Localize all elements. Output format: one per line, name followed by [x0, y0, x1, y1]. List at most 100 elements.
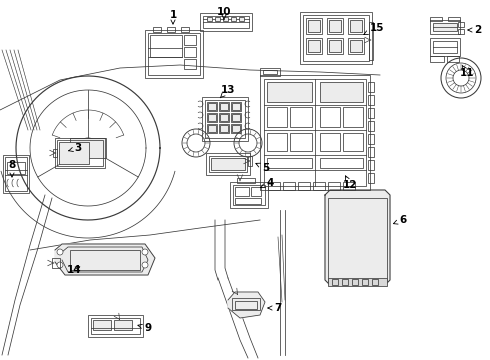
Bar	[208, 103, 216, 110]
Bar	[320, 107, 340, 127]
Bar	[93, 320, 111, 330]
Bar	[327, 38, 343, 54]
Bar	[352, 279, 358, 285]
Bar	[219, 124, 229, 133]
Bar	[283, 182, 295, 190]
Bar	[231, 124, 241, 133]
Bar	[184, 47, 196, 57]
Bar	[209, 156, 247, 172]
Bar	[88, 315, 143, 337]
Bar	[220, 114, 228, 121]
Bar	[57, 140, 103, 166]
Text: 7: 7	[268, 303, 282, 313]
Bar	[343, 182, 355, 190]
Bar	[328, 182, 340, 190]
Bar	[148, 33, 200, 75]
Bar	[53, 149, 57, 157]
Bar	[220, 125, 228, 132]
Bar	[348, 18, 364, 34]
Bar	[430, 38, 460, 56]
Bar	[231, 17, 236, 21]
Text: 8: 8	[8, 160, 16, 177]
Bar	[368, 82, 374, 92]
Bar	[320, 158, 363, 168]
Bar	[55, 138, 105, 168]
Bar	[327, 18, 343, 34]
Bar	[203, 16, 249, 28]
Bar	[208, 125, 216, 132]
Text: 15: 15	[364, 23, 384, 35]
Bar	[235, 187, 249, 196]
Bar	[329, 20, 341, 32]
Bar	[268, 182, 280, 190]
Text: 10: 10	[217, 7, 231, 20]
Bar	[220, 103, 228, 110]
Text: 13: 13	[220, 85, 235, 98]
Text: 12: 12	[343, 176, 357, 190]
Bar	[232, 298, 260, 310]
Bar	[215, 17, 220, 21]
Bar	[290, 107, 312, 127]
Bar	[430, 56, 444, 62]
Bar	[59, 142, 89, 164]
Bar	[368, 95, 374, 105]
Bar	[70, 250, 140, 270]
Bar	[350, 20, 362, 32]
Bar	[235, 301, 257, 309]
Bar	[458, 22, 464, 27]
Bar	[320, 82, 363, 102]
Bar	[167, 27, 175, 32]
Circle shape	[57, 249, 63, 255]
Bar	[219, 102, 229, 111]
Text: 3: 3	[69, 143, 82, 153]
Bar	[184, 35, 196, 45]
Bar	[235, 198, 261, 204]
Bar	[233, 185, 265, 205]
Bar	[448, 17, 460, 21]
Bar	[208, 114, 216, 121]
Bar	[232, 103, 240, 110]
Bar	[260, 68, 280, 76]
Polygon shape	[325, 190, 390, 285]
Bar	[200, 13, 252, 31]
Bar	[211, 158, 245, 170]
Bar	[368, 160, 374, 170]
Bar	[267, 158, 312, 168]
Bar	[372, 279, 378, 285]
Polygon shape	[228, 292, 265, 318]
Text: 5: 5	[256, 163, 270, 173]
Bar	[202, 97, 248, 141]
Bar	[207, 102, 217, 111]
Bar	[447, 56, 459, 62]
Bar	[433, 41, 457, 53]
Bar	[232, 125, 240, 132]
Circle shape	[142, 249, 148, 255]
Bar	[3, 155, 29, 193]
Bar	[7, 162, 25, 174]
Bar	[362, 279, 368, 285]
Bar	[343, 107, 363, 127]
Bar	[320, 133, 340, 151]
Bar	[308, 40, 320, 52]
Bar	[290, 133, 312, 151]
Bar	[231, 113, 241, 122]
Bar	[184, 59, 196, 69]
Bar	[368, 147, 374, 157]
Bar	[332, 279, 338, 285]
Bar	[145, 30, 203, 78]
Bar	[230, 182, 268, 208]
Bar	[300, 12, 372, 64]
Bar	[430, 17, 442, 21]
Bar	[232, 114, 240, 121]
Bar	[52, 258, 60, 268]
Bar	[248, 156, 252, 166]
Circle shape	[57, 262, 63, 268]
Bar	[251, 187, 261, 196]
Bar	[205, 100, 245, 138]
Bar	[231, 102, 241, 111]
Bar	[343, 133, 363, 151]
Bar	[239, 17, 244, 21]
Bar	[237, 178, 255, 183]
Bar	[260, 75, 370, 190]
Bar	[342, 279, 348, 285]
